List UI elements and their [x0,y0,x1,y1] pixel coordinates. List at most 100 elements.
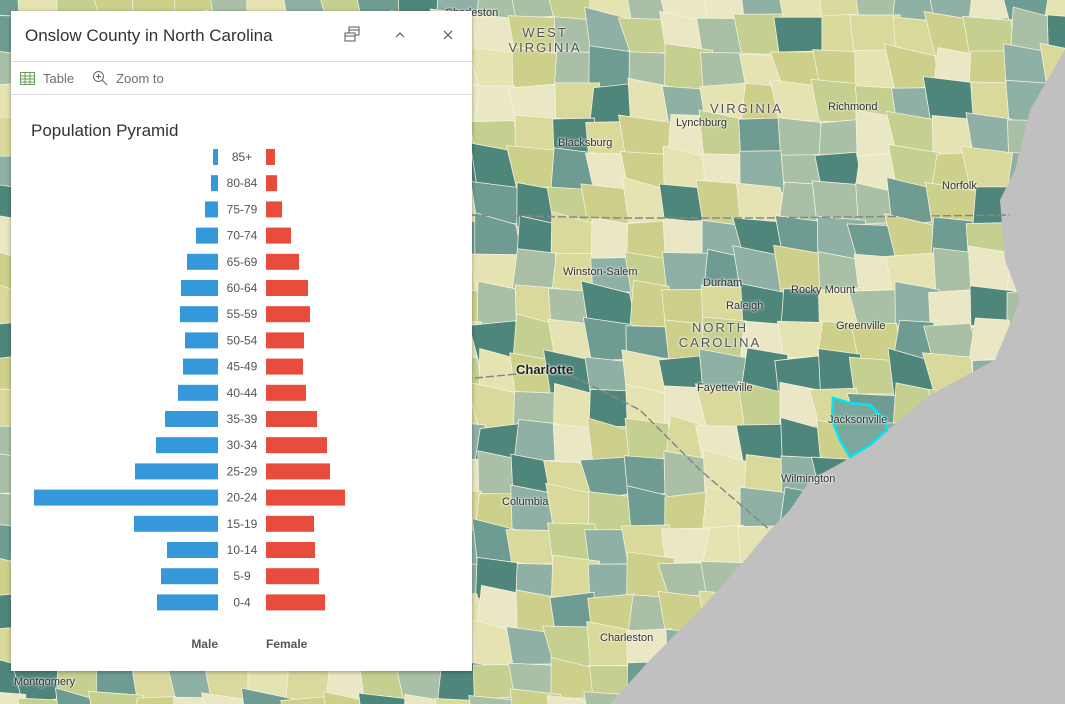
age-group-label: 65-69 [227,255,258,269]
male-bar[interactable] [165,411,218,427]
female-bar[interactable] [266,437,327,454]
county[interactable] [773,16,830,53]
map-label: Greenville [836,320,886,332]
female-bar[interactable] [266,463,330,480]
popup-header: Onslow County in North Carolina [11,11,472,62]
female-bar[interactable] [266,542,315,558]
female-bar[interactable] [266,594,325,611]
age-group-label: 70-74 [227,229,258,243]
dock-button[interactable] [328,25,376,47]
age-group-label: 35-39 [227,412,258,426]
female-bar[interactable] [266,358,303,375]
male-bar[interactable] [135,463,218,480]
male-bar[interactable] [187,253,218,270]
popup-panel: Onslow County in North Carolina Table Zo… [11,11,472,671]
map-label: Jacksonville [828,414,888,426]
chevron-up-icon [395,31,405,37]
map-label: Durham [703,277,743,289]
map-label: Lynchburg [676,117,727,129]
county[interactable] [173,696,218,704]
county[interactable] [323,691,368,704]
county[interactable] [88,690,144,704]
county[interactable] [777,117,824,158]
close-icon [443,30,453,39]
age-group-label: 0-4 [233,595,251,609]
age-group-label: 45-49 [227,360,258,374]
age-group-label: 30-34 [227,438,258,452]
county[interactable] [511,248,558,292]
state-border [474,369,771,531]
male-bar[interactable] [134,515,218,532]
county[interactable] [468,695,524,704]
female-bar[interactable] [266,384,306,401]
map-label: Rocky Mount [791,284,856,296]
county[interactable] [403,693,450,704]
male-bar[interactable] [183,358,218,375]
county[interactable] [280,695,333,704]
female-bar[interactable] [266,489,345,506]
male-legend-label: Male [191,637,218,651]
map-label: Columbia [502,496,549,508]
map-label: Fayetteville [697,382,753,394]
county[interactable] [17,697,66,704]
male-bar[interactable] [213,149,218,165]
male-bar[interactable] [178,384,218,401]
male-bar[interactable] [196,227,218,244]
map-label: Richmond [828,101,878,113]
female-bar[interactable] [266,253,299,270]
county[interactable] [1046,14,1065,58]
female-bar[interactable] [266,332,304,349]
county[interactable] [434,698,486,704]
male-bar[interactable] [167,542,218,558]
female-bar[interactable] [266,227,291,244]
male-bar[interactable] [211,175,218,192]
county[interactable] [1044,0,1065,20]
county[interactable] [0,690,27,704]
female-bar[interactable] [266,149,275,165]
state-border [469,214,1011,219]
popup-title: Onslow County in North Carolina [25,26,273,45]
popup-actions: Table Zoom to [11,62,472,95]
county[interactable] [201,692,257,704]
table-action[interactable]: Table [20,71,74,86]
female-bar[interactable] [266,306,310,323]
male-bar[interactable] [156,437,218,454]
female-legend-label: Female [266,637,308,651]
dock-icon [344,26,360,42]
age-group-label: 55-59 [227,307,258,321]
county[interactable] [776,320,824,359]
male-bar[interactable] [180,306,218,323]
female-bar[interactable] [266,175,277,192]
male-bar[interactable] [157,594,218,611]
age-group-label: 80-84 [227,176,258,190]
male-bar[interactable] [181,280,218,296]
female-bar[interactable] [266,201,282,218]
zoom-to-action[interactable]: Zoom to [92,70,164,86]
age-group-label: 60-64 [227,281,258,295]
close-button[interactable] [424,28,472,45]
chart-title: Population Pyramid [31,121,179,140]
female-bar[interactable] [266,280,308,296]
onslow-county-highlight[interactable] [830,396,889,459]
county[interactable] [240,687,297,704]
male-bar[interactable] [205,201,218,218]
male-bar[interactable] [161,568,218,585]
female-bar[interactable] [266,411,317,427]
age-group-label: 5-9 [233,569,251,583]
table-label: Table [43,70,75,86]
map-label: VIRGINIA [710,101,784,116]
male-bar[interactable] [34,489,218,506]
age-group-label: 20-24 [227,491,258,505]
collapse-button[interactable] [376,28,424,45]
male-bar[interactable] [185,332,218,349]
zoom-to-label: Zoom to [116,70,164,86]
female-bar[interactable] [266,515,314,532]
age-group-label: 25-29 [227,464,258,478]
female-bar[interactable] [266,568,319,585]
county[interactable] [132,696,184,704]
map-label: Charleston [600,632,654,644]
county[interactable] [546,695,596,704]
county[interactable] [54,687,101,704]
map-label: Charlotte [516,362,574,377]
age-group-label: 15-19 [227,517,258,531]
